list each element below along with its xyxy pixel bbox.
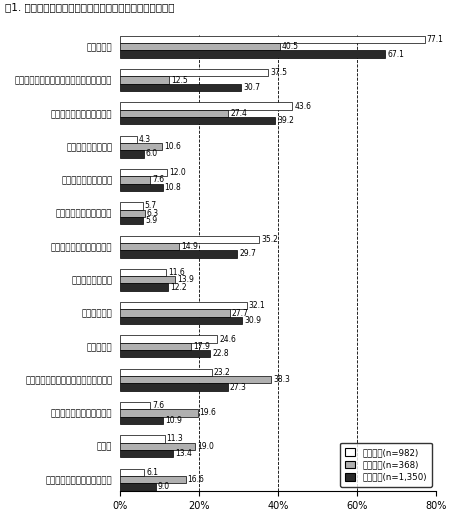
Bar bbox=[120, 436, 164, 442]
Bar bbox=[120, 442, 195, 450]
Text: 6.1: 6.1 bbox=[146, 468, 158, 477]
Bar bbox=[120, 269, 166, 276]
Bar bbox=[120, 476, 186, 483]
Bar bbox=[120, 209, 145, 217]
Bar bbox=[120, 409, 198, 417]
Bar bbox=[120, 110, 228, 117]
Text: 77.1: 77.1 bbox=[427, 35, 444, 44]
Bar bbox=[120, 184, 163, 191]
Bar bbox=[120, 483, 156, 491]
Bar bbox=[120, 284, 168, 291]
Text: 図1. 現在の住まいや居住地で困っていること【複数回答】: 図1. 現在の住まいや居住地で困っていること【複数回答】 bbox=[5, 3, 174, 13]
Bar bbox=[120, 383, 228, 391]
Bar bbox=[120, 169, 167, 176]
Bar bbox=[120, 69, 268, 76]
Text: 13.9: 13.9 bbox=[177, 275, 194, 285]
Bar bbox=[120, 302, 247, 309]
Text: 12.0: 12.0 bbox=[170, 168, 186, 177]
Text: 39.2: 39.2 bbox=[277, 116, 294, 125]
Bar bbox=[120, 136, 137, 143]
Text: 35.2: 35.2 bbox=[261, 235, 278, 244]
Bar bbox=[120, 309, 230, 317]
Text: 29.7: 29.7 bbox=[239, 249, 256, 258]
Bar bbox=[120, 276, 175, 284]
Bar bbox=[120, 243, 179, 250]
Text: 30.7: 30.7 bbox=[243, 83, 261, 92]
Bar bbox=[120, 143, 162, 150]
Bar bbox=[120, 376, 272, 383]
Bar bbox=[120, 176, 150, 184]
Bar bbox=[120, 203, 143, 209]
Text: 13.4: 13.4 bbox=[175, 449, 192, 458]
Text: 17.9: 17.9 bbox=[193, 342, 210, 351]
Bar bbox=[120, 50, 385, 58]
Text: 10.9: 10.9 bbox=[165, 416, 182, 425]
Text: 23.2: 23.2 bbox=[214, 368, 231, 377]
Text: 37.5: 37.5 bbox=[270, 68, 287, 77]
Text: 19.0: 19.0 bbox=[197, 442, 214, 451]
Text: 38.3: 38.3 bbox=[274, 375, 290, 384]
Bar bbox=[120, 350, 210, 357]
Text: 40.5: 40.5 bbox=[282, 42, 299, 51]
Text: 7.6: 7.6 bbox=[152, 401, 164, 410]
Bar bbox=[120, 117, 275, 124]
Text: 22.8: 22.8 bbox=[212, 349, 229, 358]
Bar bbox=[120, 469, 144, 476]
Bar bbox=[120, 369, 212, 376]
Bar bbox=[120, 250, 237, 258]
Text: 27.3: 27.3 bbox=[230, 382, 247, 391]
Text: 9.0: 9.0 bbox=[158, 482, 170, 491]
Text: 14.9: 14.9 bbox=[181, 242, 198, 251]
Bar bbox=[120, 317, 242, 324]
Bar bbox=[120, 236, 259, 243]
Text: 6.3: 6.3 bbox=[147, 209, 159, 218]
Text: 12.5: 12.5 bbox=[171, 76, 188, 85]
Text: 12.2: 12.2 bbox=[170, 282, 187, 291]
Text: 27.7: 27.7 bbox=[231, 309, 249, 318]
Text: 7.6: 7.6 bbox=[152, 176, 164, 185]
Text: 19.6: 19.6 bbox=[200, 409, 216, 418]
Text: 16.6: 16.6 bbox=[188, 475, 205, 484]
Legend: 仮　設　(n=982), みなし　(n=368), 合　計　(n=1,350): 仮 設 (n=982), みなし (n=368), 合 計 (n=1,350) bbox=[340, 443, 432, 487]
Text: 27.4: 27.4 bbox=[231, 109, 247, 118]
Text: 24.6: 24.6 bbox=[219, 335, 236, 343]
Bar bbox=[120, 343, 191, 350]
Text: 43.6: 43.6 bbox=[294, 102, 311, 110]
Text: 10.6: 10.6 bbox=[164, 142, 181, 151]
Text: 67.1: 67.1 bbox=[387, 49, 404, 58]
Text: 6.0: 6.0 bbox=[146, 149, 158, 158]
Bar bbox=[120, 36, 425, 43]
Bar bbox=[120, 402, 150, 409]
Bar bbox=[120, 103, 292, 110]
Bar bbox=[120, 450, 173, 457]
Bar bbox=[120, 336, 217, 343]
Text: 5.7: 5.7 bbox=[145, 201, 157, 210]
Bar bbox=[120, 43, 280, 50]
Bar bbox=[120, 217, 143, 224]
Bar bbox=[120, 84, 241, 91]
Text: 10.8: 10.8 bbox=[164, 183, 182, 192]
Text: 11.6: 11.6 bbox=[168, 268, 185, 277]
Text: 4.3: 4.3 bbox=[139, 135, 151, 144]
Text: 32.1: 32.1 bbox=[249, 301, 266, 310]
Text: 30.9: 30.9 bbox=[244, 316, 261, 325]
Bar bbox=[120, 76, 170, 84]
Bar bbox=[120, 417, 163, 424]
Text: 5.9: 5.9 bbox=[146, 216, 158, 225]
Bar bbox=[120, 150, 144, 158]
Text: 11.3: 11.3 bbox=[167, 434, 183, 443]
